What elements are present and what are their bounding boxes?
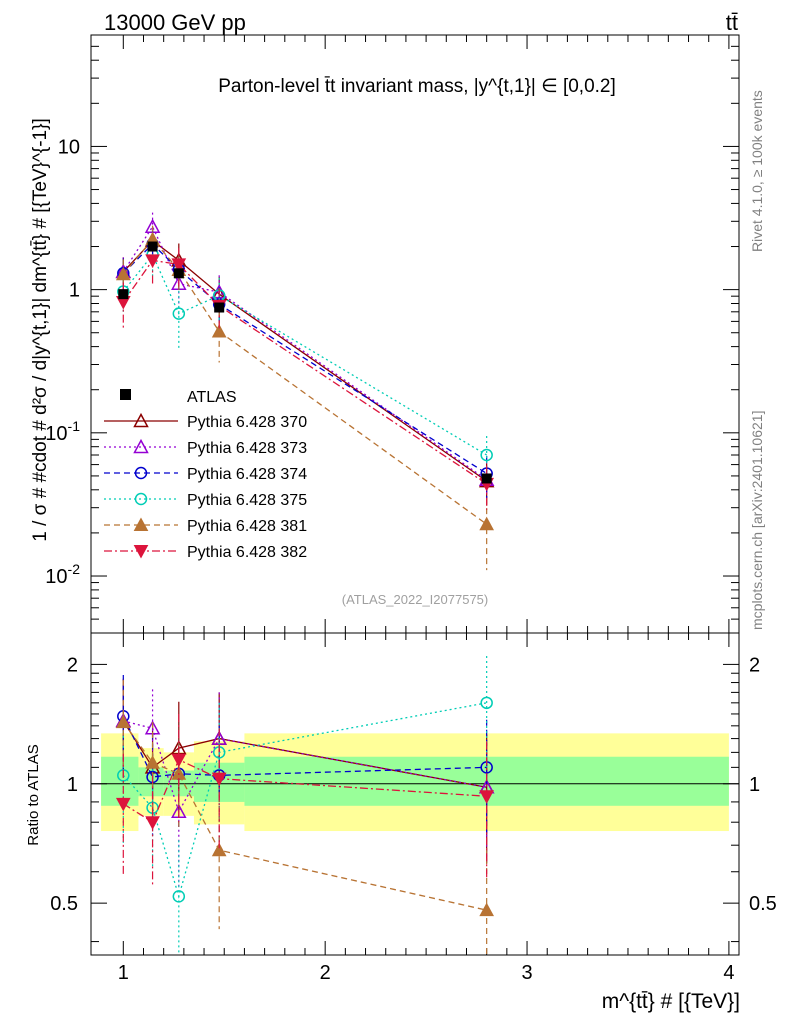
- series-line: [122, 238, 488, 525]
- legend-marker-atlas: [120, 389, 131, 400]
- main-series-group: [115, 212, 495, 571]
- x-tick-label: 3: [521, 962, 532, 984]
- ratio-y-tick-label-right: 0.5: [749, 893, 777, 915]
- legend-marker: [134, 466, 148, 480]
- analysis-id-label: (ATLAS_2022_I2077575): [342, 592, 488, 607]
- x-tick-label: 4: [723, 962, 734, 984]
- main-title: Parton-level t̄t invariant mass, |y^{t,1…: [218, 76, 616, 97]
- atlas-data-point: [118, 289, 129, 300]
- series-line: [122, 253, 487, 456]
- data-point: [480, 448, 493, 462]
- main-panel: Parton-level t̄t invariant mass, |y^{t,1…: [30, 34, 740, 634]
- data-point: [145, 816, 160, 830]
- legend-label: Pythia 6.428 370: [187, 414, 307, 431]
- atlas-data-point: [173, 268, 184, 279]
- x-tick-label: 2: [320, 962, 331, 984]
- data-point: [479, 516, 495, 531]
- ratio-y-tick-label-right: 1: [749, 774, 760, 796]
- x-tick-label: 1: [118, 962, 129, 984]
- data-point: [115, 797, 131, 812]
- ratio-y-tick-label-left: 0.5: [50, 893, 78, 915]
- data-point: [171, 258, 187, 272]
- data-point: [115, 714, 131, 729]
- header-energy-label: 13000 GeV pp: [104, 10, 246, 35]
- legend-label-atlas: ATLAS: [187, 389, 237, 406]
- series-line: [123, 720, 487, 814]
- main-y-tick-label: 10-1: [45, 418, 80, 445]
- legend: ATLAS Pythia 6.428 370 Pythia 6.428 373 Pyt…: [104, 389, 307, 561]
- series-line: [122, 259, 488, 485]
- green-band-bin: [101, 756, 139, 806]
- ratio-panel-frame: [90, 632, 740, 956]
- legend-marker: [133, 545, 149, 559]
- data-point: [145, 755, 160, 769]
- main-y-tick-label: 10-2: [45, 561, 80, 588]
- legend-label: Pythia 6.428 375: [187, 492, 307, 509]
- data-point: [172, 890, 186, 903]
- main-y-tick-label: 1: [69, 280, 80, 302]
- data-point: [145, 254, 160, 268]
- ratio-y-tick-label-left: 2: [67, 654, 78, 676]
- data-point: [479, 790, 495, 804]
- legend-label: Pythia 6.428 374: [187, 466, 307, 483]
- exponent: -1: [68, 418, 81, 434]
- data-point: [479, 902, 495, 917]
- atlas-data-points: [118, 241, 492, 484]
- legend-marker: [134, 492, 148, 506]
- atlas-data-point: [147, 241, 158, 252]
- atlas-data-point: [481, 473, 492, 484]
- legend-marker: [133, 438, 149, 454]
- ratio-panel: Ratio to ATLAS: [25, 632, 740, 956]
- ratio-series-group: [115, 655, 495, 955]
- main-y-axis-label: 1 / σ # #cdot # d²σ / d|y^{t,1}| dm^{tt̄…: [30, 118, 51, 541]
- legend-label: Pythia 6.428 373: [187, 440, 307, 457]
- main-y-tick-label: 10: [58, 136, 80, 158]
- series-line: [122, 721, 487, 911]
- data-point: [211, 772, 227, 787]
- x-axis-label: m^{tt̄} # [{TeV}]: [602, 990, 740, 1013]
- ratio-series-pythia-6-428-382: [115, 713, 495, 887]
- rivet-version-label: Rivet 4.1.0, ≥ 100k events: [749, 90, 765, 252]
- ratio-y-tick-label-left: 1: [67, 774, 78, 796]
- legend-marker: [133, 412, 149, 428]
- data-point: [480, 696, 493, 710]
- atlas-data-point: [214, 302, 225, 313]
- data-point: [172, 307, 186, 320]
- exponent: -2: [68, 561, 81, 577]
- data-point: [171, 753, 187, 768]
- header-process-label: tt̄: [726, 10, 738, 35]
- legend-label: Pythia 6.428 381: [187, 518, 307, 535]
- mcplots-source-label: mcplots.cern.ch [arXiv:2401.10621]: [749, 411, 765, 630]
- legend-marker: [133, 517, 149, 531]
- legend-label: Pythia 6.428 382: [187, 544, 307, 561]
- data-point: [115, 266, 131, 281]
- ratio-y-axis-label: Ratio to ATLAS: [25, 744, 42, 845]
- ratio-y-tick-label-right: 2: [749, 654, 760, 676]
- data-point: [211, 323, 227, 338]
- data-point: [211, 842, 227, 857]
